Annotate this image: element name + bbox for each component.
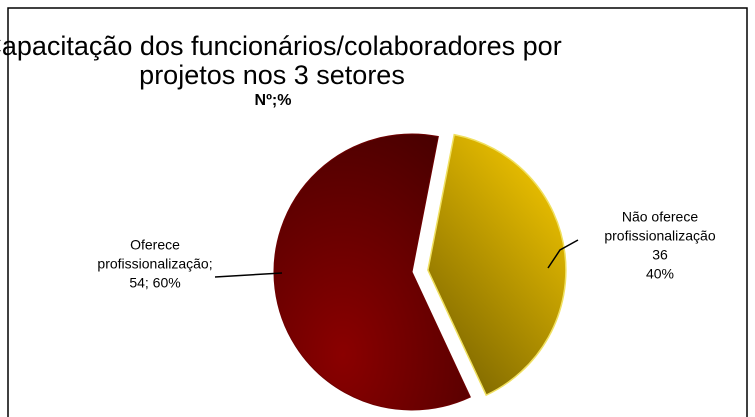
data-label: 36	[652, 247, 668, 263]
pie-slice	[273, 133, 471, 411]
data-label: profissionalização	[604, 228, 715, 244]
data-label: 54; 60%	[129, 275, 180, 291]
pie-slice	[427, 133, 567, 397]
leader-line	[547, 239, 579, 269]
data-label: Não oferece	[622, 209, 698, 225]
data-label: 40%	[646, 266, 674, 282]
leader-line	[214, 272, 283, 278]
chart-title: Capacitação dos funcionários/colaborador…	[0, 31, 562, 61]
data-label: profissionalização;	[97, 256, 212, 272]
chart-subtitle: Nº;%	[255, 92, 292, 109]
data-label: Oferece	[130, 237, 180, 253]
chart-title: projetos nos 3 setores	[139, 60, 405, 90]
